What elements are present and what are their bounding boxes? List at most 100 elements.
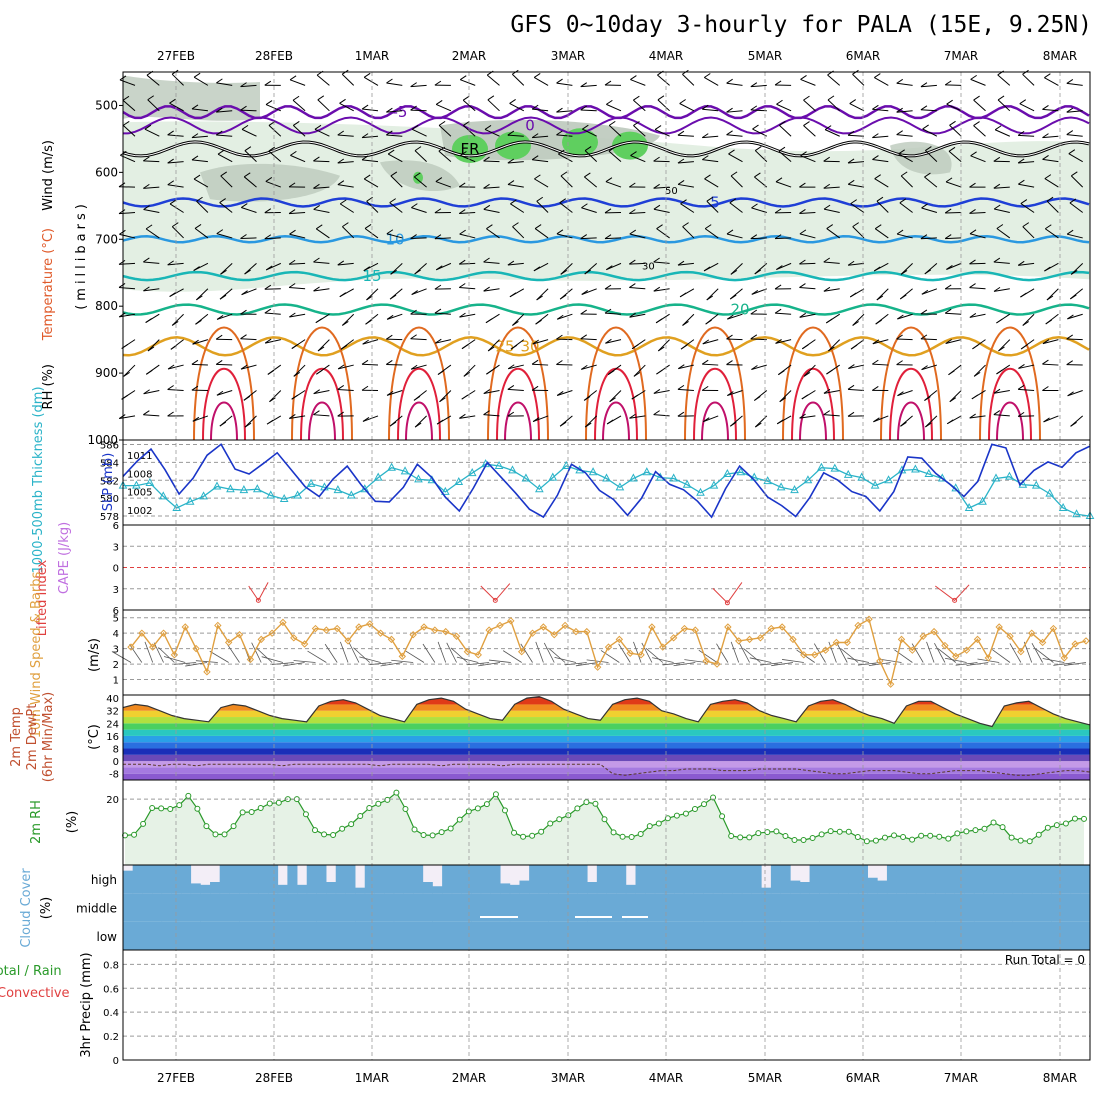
wind-barb	[216, 134, 233, 137]
wind-barb-flag	[194, 223, 202, 229]
wind-barb-flag	[828, 346, 835, 352]
surface-warm-contour	[405, 401, 433, 441]
cloud-bar-high	[509, 884, 520, 894]
wind-barb-flag	[143, 205, 150, 210]
wind-barb	[143, 389, 160, 395]
rh-marker	[474, 805, 481, 812]
wind-barb-flag	[118, 182, 126, 188]
wind-barb-flag	[196, 196, 203, 202]
wind-barb-flag	[1067, 391, 1074, 397]
wind-barb-flag	[920, 82, 928, 88]
wind-barb	[315, 228, 330, 239]
wind-barb-flag	[361, 104, 369, 110]
wind-barb-flag	[803, 95, 810, 101]
wind-barb-flag	[754, 146, 762, 151]
wind-barb	[1019, 103, 1035, 112]
wind-barb-flag	[996, 224, 1004, 229]
surface-wind-barb	[554, 656, 577, 663]
wind-speed-marker	[637, 651, 645, 659]
cloud-bar-high	[925, 865, 936, 894]
wind-barb-flag	[143, 410, 150, 416]
wind-barb-flag	[410, 364, 418, 370]
bottom-date-label: 28FEB	[255, 1071, 293, 1085]
wind-barb	[290, 154, 306, 163]
thickness-marker	[588, 467, 598, 476]
thickness-marker	[226, 484, 235, 493]
wind-barb-flag	[1066, 334, 1073, 340]
wind-barb-flag	[874, 224, 882, 230]
rh-marker	[845, 828, 852, 835]
wind-barb-flag	[483, 286, 490, 292]
cloud-bar-high	[577, 865, 588, 894]
thickness-marker	[132, 480, 141, 489]
wind-barb	[167, 161, 184, 164]
surface-warm-contour	[594, 367, 638, 441]
wind-barb-flag	[289, 75, 297, 81]
wind-barb	[386, 390, 403, 396]
cloud-bar-high	[664, 865, 675, 894]
wind-barb	[629, 313, 646, 318]
wind-barb-flag	[361, 359, 369, 365]
wind-barb-flag	[823, 286, 831, 292]
wind-barb-flag	[827, 95, 835, 101]
wind-barb-flag	[556, 107, 563, 113]
wind-barb	[240, 338, 257, 341]
wind-barb	[949, 124, 962, 137]
wind-barb	[119, 415, 136, 420]
wind-barb	[410, 338, 427, 341]
cloud-bar-high	[712, 865, 723, 894]
wind-barb-flag	[531, 133, 539, 139]
wind-barb-flag	[944, 308, 952, 314]
wind-barb	[414, 150, 427, 163]
wind-tick-label: 1	[113, 676, 119, 687]
cloud-bar-high	[345, 865, 356, 894]
cloud-bar-high	[1041, 865, 1052, 894]
cloud-bar-high	[732, 865, 743, 894]
wind-barb	[486, 74, 500, 86]
cloud-bar-middle	[316, 893, 356, 922]
wind-barb	[896, 134, 913, 137]
wind-barb-flag	[483, 156, 490, 162]
wind-barb	[925, 150, 938, 163]
cloud-bar-high	[558, 865, 569, 894]
cloud-bar-high	[529, 865, 540, 894]
wind-barb-flag	[873, 417, 880, 423]
wind-barb-flag	[1042, 386, 1049, 391]
wind-axis-title: 10m Wind Speed & Barbs	[29, 572, 44, 739]
wind-barb-flag	[852, 222, 859, 228]
wind-barb	[584, 150, 598, 163]
wind-barb	[556, 233, 573, 239]
wind-barb	[216, 363, 233, 366]
temp-color-band	[123, 748, 1090, 755]
wind-barb-flag	[726, 360, 733, 365]
wind-barb-flag	[240, 309, 247, 315]
wind-barb-flag	[244, 422, 252, 428]
wind-barb-flag	[288, 259, 296, 265]
wind-speed-marker	[257, 635, 265, 644]
rh-marker	[221, 831, 228, 838]
surface-wind-barb	[944, 657, 967, 663]
cloud-bar-high	[123, 870, 134, 894]
wind-barb-flag	[243, 395, 251, 401]
wind-barb	[876, 200, 889, 213]
surface-wind-barb	[966, 662, 989, 666]
wind-speed-marker	[420, 623, 428, 631]
rh-marker	[239, 809, 246, 816]
wind-barb	[1042, 363, 1059, 366]
precip-tick-label: 0.2	[103, 1032, 119, 1043]
wind-barb-flag	[969, 283, 976, 288]
cloud-bar-high	[248, 865, 259, 894]
wind-barb	[292, 99, 306, 112]
wind-barb-flag	[775, 338, 782, 344]
wind-barb-flag	[900, 171, 908, 177]
temp-color-band	[123, 729, 1090, 736]
cloud-bar-high	[1080, 865, 1091, 894]
wind-barb-flag	[1068, 149, 1076, 155]
wind-barb-flag	[485, 318, 493, 324]
wind-barb	[146, 74, 160, 86]
surface-warm-contour	[291, 326, 353, 441]
wind-barb	[1042, 158, 1059, 163]
wind-barb-flag	[779, 397, 786, 403]
upper-side-label: Wind (m/s)	[41, 140, 56, 211]
wind-barb-flag	[191, 385, 199, 391]
